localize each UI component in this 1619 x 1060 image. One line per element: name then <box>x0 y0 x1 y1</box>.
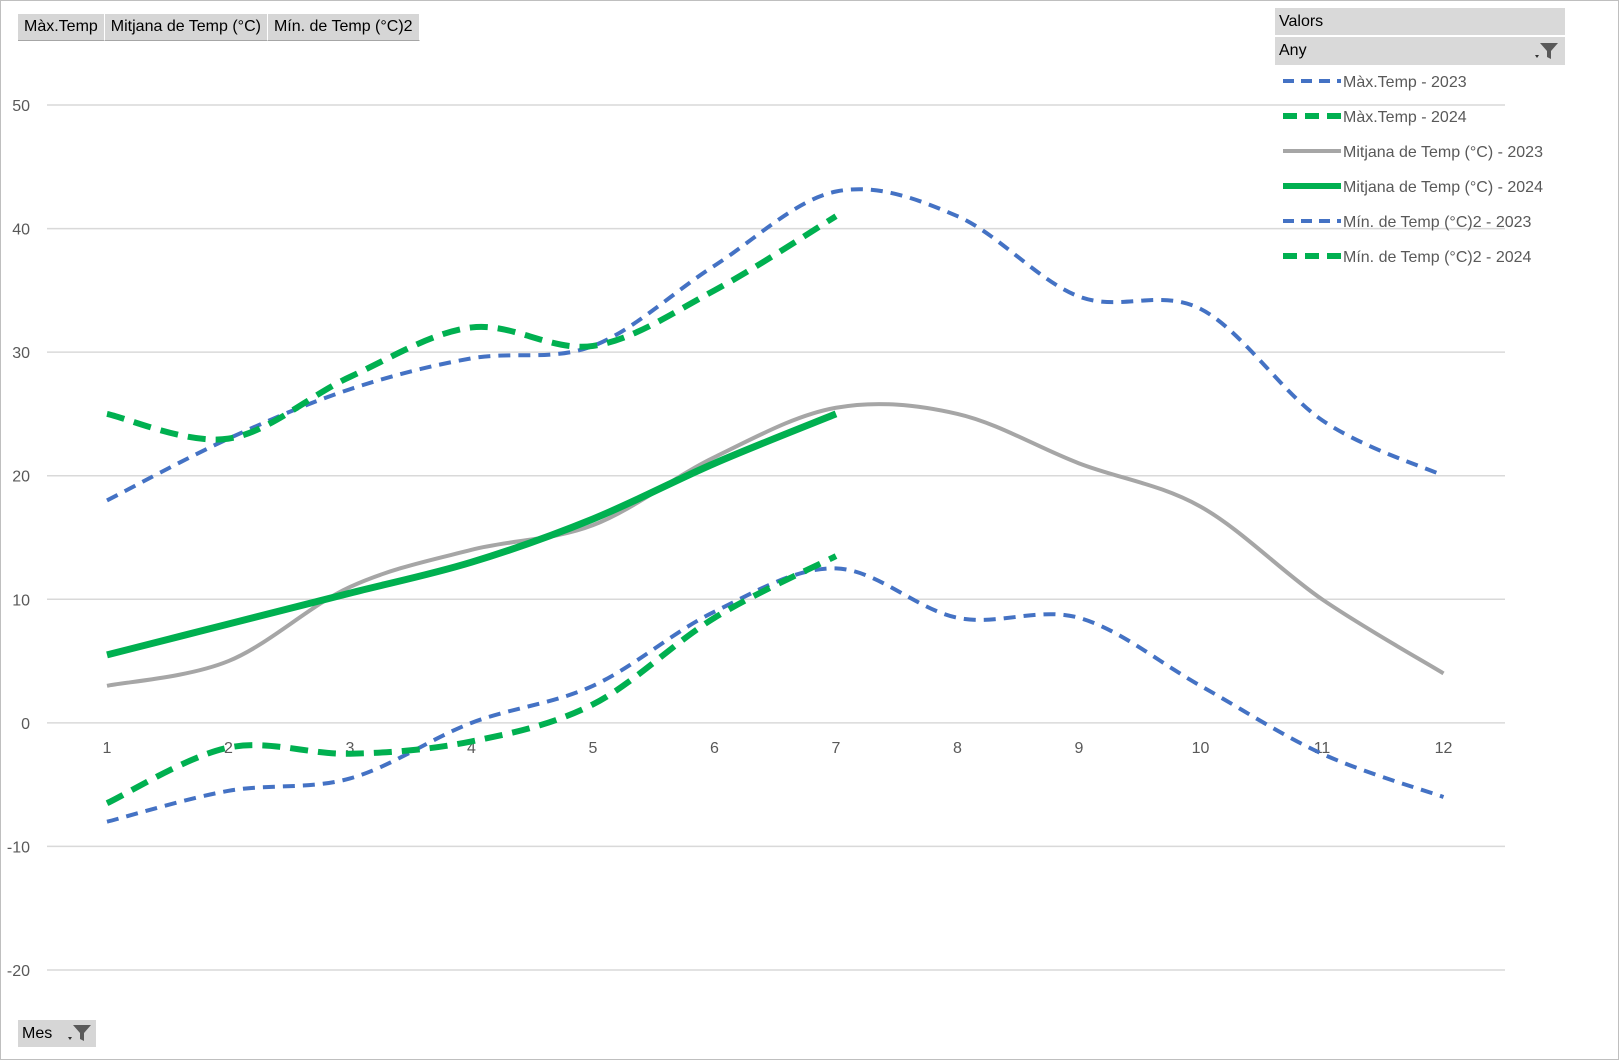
legend-entry[interactable]: Mín. de Temp (°C)2 - 2024 <box>1283 249 1532 266</box>
x-tick-label: 3 <box>346 740 355 757</box>
legend-entry[interactable]: Màx.Temp - 2024 <box>1283 109 1467 126</box>
field-button-max-temp[interactable]: Màx.Temp <box>18 14 105 41</box>
x-tick-label: 8 <box>953 740 962 757</box>
legend-entry[interactable]: Mitjana de Temp (°C) - 2023 <box>1283 144 1543 161</box>
y-tick-label: 10 <box>12 592 30 609</box>
legend-filter-label: Any <box>1279 42 1307 59</box>
y-tick-label: -10 <box>7 839 30 856</box>
x-tick-label: 7 <box>832 740 841 757</box>
legend-entry[interactable]: Mitjana de Temp (°C) - 2024 <box>1283 179 1543 196</box>
legend-label: Màx.Temp - 2023 <box>1343 74 1467 91</box>
legend-entry[interactable]: Màx.Temp - 2023 <box>1283 74 1467 91</box>
legend-header[interactable]: Valors <box>1275 8 1565 35</box>
x-tick-label: 2 <box>224 740 233 757</box>
filter-icon[interactable] <box>64 1023 92 1052</box>
series-line-6[interactable] <box>105 553 838 806</box>
legend-label: Màx.Temp - 2024 <box>1343 109 1467 126</box>
y-tick-labels: -20 -10 0 10 20 30 40 50 <box>7 98 30 980</box>
y-tick-label: 40 <box>12 222 30 239</box>
x-tick-label: 5 <box>589 740 598 757</box>
field-button-mean-temp[interactable]: Mitjana de Temp (°C) <box>104 14 268 41</box>
legend-label: Mitjana de Temp (°C) - 2024 <box>1343 179 1543 196</box>
y-tick-label: 30 <box>12 345 30 362</box>
x-tick-label: 9 <box>1075 740 1084 757</box>
x-tick-labels: 1 2 3 4 5 6 7 8 9 10 11 12 <box>103 740 1453 757</box>
series-line-1[interactable] <box>106 187 1445 503</box>
series-line-3[interactable] <box>106 402 1445 688</box>
value-field-bar: Màx.Temp Mitjana de Temp (°C) Mín. de Te… <box>18 14 420 41</box>
y-tick-label: 20 <box>12 469 30 486</box>
y-tick-label: 50 <box>12 98 30 115</box>
field-button-min-temp[interactable]: Mín. de Temp (°C)2 <box>267 14 420 41</box>
axis-field-button-mes[interactable]: Mes <box>18 1020 96 1047</box>
axis-field-label: Mes <box>22 1025 53 1042</box>
legend-label: Mitjana de Temp (°C) - 2023 <box>1343 144 1543 161</box>
x-tick-label: 1 <box>103 740 112 757</box>
legend: Màx.Temp - 2023 Màx.Temp - 2024 Mitjana de… <box>1283 74 1543 266</box>
series-line-2[interactable] <box>106 213 838 443</box>
legend-label: Mín. de Temp (°C)2 - 2023 <box>1343 214 1532 231</box>
x-tick-label: 10 <box>1192 740 1210 757</box>
y-tick-label: 0 <box>21 716 30 733</box>
series-line-4[interactable] <box>106 410 838 659</box>
series-lines <box>105 187 1445 824</box>
legend-label: Mín. de Temp (°C)2 - 2024 <box>1343 249 1532 266</box>
grid-lines <box>47 104 1505 971</box>
legend-filter-any[interactable]: Any <box>1275 37 1565 65</box>
y-tick-label: -20 <box>7 963 30 980</box>
legend-entry[interactable]: Mín. de Temp (°C)2 - 2023 <box>1283 214 1532 231</box>
series-line-5[interactable] <box>106 566 1445 824</box>
filter-icon[interactable] <box>1531 41 1559 71</box>
x-tick-label: 12 <box>1435 740 1453 757</box>
x-tick-label: 4 <box>467 740 476 757</box>
x-tick-label: 6 <box>710 740 719 757</box>
